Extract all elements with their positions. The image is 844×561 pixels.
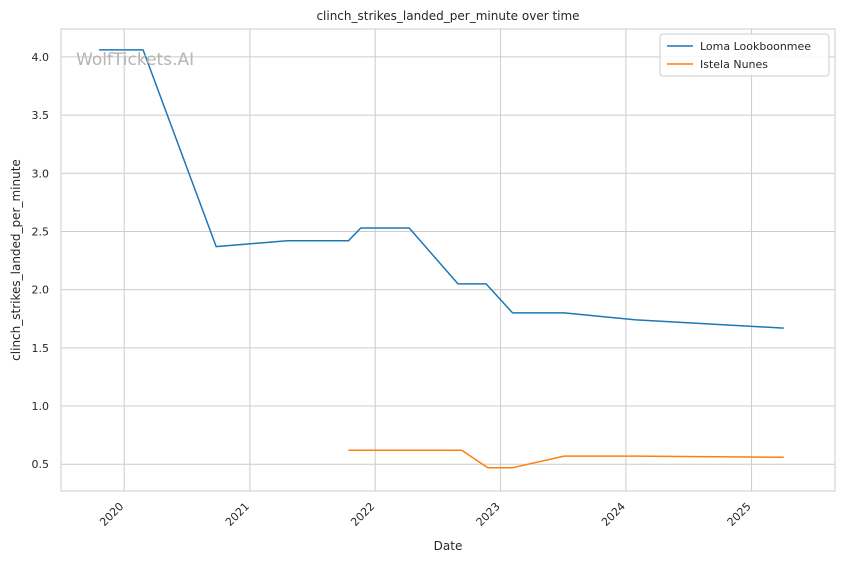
legend-label-istela-nunes: Istela Nunes [700,58,768,71]
grid [61,29,835,491]
y-axis-label: clinch_strikes_landed_per_minute [9,159,23,361]
legend: Loma Lookboonmee Istela Nunes [659,33,830,77]
legend-box [659,33,830,77]
y-tick-label: 0.5 [32,458,50,471]
y-tick-label: 2.0 [32,284,50,297]
y-tick-label: 3.0 [32,167,50,180]
chart-title: clinch_strikes_landed_per_minute over ti… [316,9,579,23]
legend-label-loma-lookboonmee: Loma Lookboonmee [700,40,811,53]
y-tick-label: 2.5 [32,225,50,238]
y-tick-label: 1.5 [32,342,50,355]
series-line-loma-lookboonmee [99,49,784,329]
y-tick-label: 1.0 [32,400,50,413]
y-tick-label: 4.0 [32,51,50,64]
series-lines [99,49,784,469]
y-tick-label: 3.5 [32,109,50,122]
plot-frame [60,28,836,492]
watermark: WolfTickets.AI [76,50,194,70]
series-line-istela-nunes [348,449,784,469]
x-axis-label: Date [434,539,463,553]
